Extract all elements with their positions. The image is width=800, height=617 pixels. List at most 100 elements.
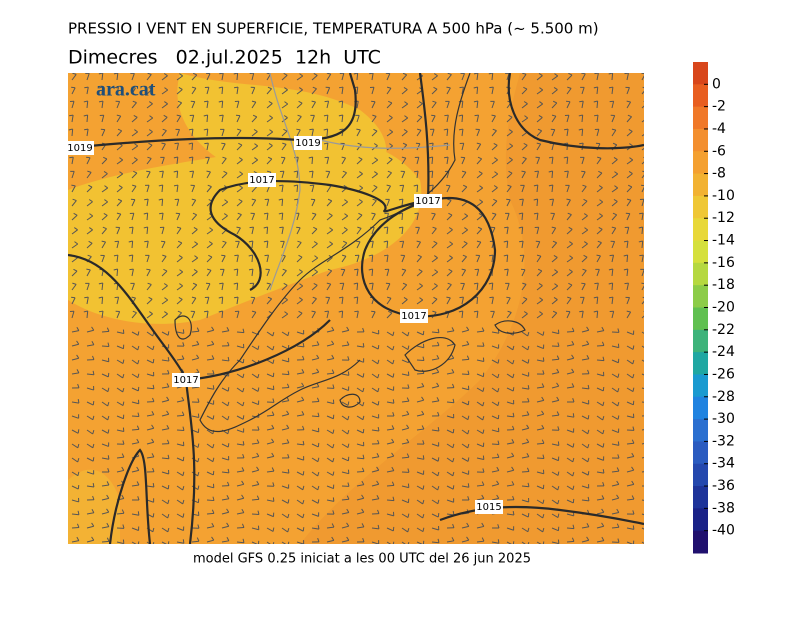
border bbox=[319, 139, 451, 149]
wind-barb bbox=[581, 485, 589, 489]
wind-barb bbox=[476, 330, 485, 333]
wind-barb-flag bbox=[347, 430, 350, 435]
wind-barb-flag bbox=[518, 212, 523, 215]
wind-barb bbox=[446, 270, 453, 277]
wind-barb bbox=[446, 200, 452, 207]
wind-barb bbox=[341, 114, 344, 123]
wind-barb bbox=[221, 255, 226, 263]
wind-barb bbox=[641, 285, 644, 291]
wind-barb bbox=[491, 159, 498, 165]
wind-barb bbox=[476, 310, 479, 319]
wind-barb bbox=[131, 442, 139, 445]
wind-barb bbox=[131, 331, 139, 336]
wind-barb-flag bbox=[242, 441, 245, 446]
wind-barb bbox=[296, 345, 305, 348]
wind-barb bbox=[386, 428, 394, 431]
wind-barb bbox=[581, 471, 589, 476]
wind-barb bbox=[326, 457, 334, 463]
wind-barb-flag bbox=[527, 397, 530, 403]
wind-barb bbox=[71, 343, 79, 347]
wind-barb-flag bbox=[522, 156, 527, 160]
wind-barb bbox=[461, 114, 464, 123]
colorbar-label: -16 bbox=[712, 255, 735, 271]
wind-barb-flag bbox=[332, 429, 335, 434]
wind-barb bbox=[326, 171, 331, 179]
wind-barb bbox=[116, 429, 124, 433]
wind-barb-flag bbox=[353, 73, 358, 75]
wind-barb-flag bbox=[77, 383, 80, 389]
wind-barb-flag bbox=[508, 129, 513, 133]
wind-barb bbox=[641, 429, 644, 431]
wind-barb bbox=[176, 541, 184, 544]
wind-barb bbox=[116, 415, 124, 420]
wind-barb bbox=[416, 359, 425, 362]
wind-barb-flag bbox=[401, 156, 406, 159]
wind-barb-flag bbox=[413, 184, 418, 187]
wind-barb-flag bbox=[152, 467, 155, 472]
wind-barb-flag bbox=[241, 480, 245, 485]
wind-barb bbox=[401, 117, 408, 123]
wind-barb-flag bbox=[403, 87, 408, 90]
colorbar-label: -28 bbox=[712, 389, 735, 405]
wind-barb bbox=[71, 372, 79, 375]
wind-barb-flag bbox=[332, 384, 335, 389]
wind-barb bbox=[491, 497, 499, 501]
wind-barb bbox=[101, 526, 109, 529]
wind-barb-flag bbox=[482, 401, 485, 407]
wind-barb bbox=[431, 385, 439, 389]
colorbar-label: -36 bbox=[712, 478, 735, 494]
wind-barb-flag bbox=[158, 198, 163, 201]
wind-barb-flag bbox=[102, 226, 107, 230]
wind-barb bbox=[161, 227, 165, 235]
wind-barb-flag bbox=[106, 522, 110, 527]
wind-barb-flag bbox=[284, 101, 289, 105]
wind-barb-flag bbox=[287, 499, 290, 504]
wind-barb-flag bbox=[466, 522, 470, 527]
wind-barb-flag bbox=[271, 438, 275, 443]
wind-barb bbox=[431, 257, 438, 263]
wind-barb-flag bbox=[242, 401, 245, 406]
wind-barb bbox=[71, 214, 78, 221]
wind-barb bbox=[551, 115, 557, 123]
wind-barb bbox=[461, 310, 464, 319]
wind-barb bbox=[596, 242, 602, 249]
wind-barb-flag bbox=[257, 426, 260, 431]
wind-barb bbox=[296, 385, 304, 389]
wind-barb bbox=[356, 101, 359, 109]
wind-barb bbox=[551, 143, 555, 151]
wind-barb-flag bbox=[74, 227, 78, 231]
wind-barb-flag bbox=[452, 471, 455, 476]
wind-barb bbox=[596, 511, 604, 515]
wind-barb bbox=[251, 268, 254, 277]
wind-barb bbox=[506, 269, 509, 277]
wind-barb-flag bbox=[106, 508, 110, 513]
wind-barb bbox=[176, 199, 180, 207]
wind-barb-flag bbox=[182, 499, 185, 505]
wind-barb bbox=[101, 158, 108, 165]
wind-barb bbox=[101, 296, 104, 305]
wind-barb bbox=[491, 429, 499, 433]
wind-barb-flag bbox=[301, 369, 305, 374]
wind-barb bbox=[191, 199, 197, 207]
wind-barb-flag bbox=[374, 171, 378, 175]
wind-barb bbox=[431, 285, 438, 291]
wind-barb-flag bbox=[601, 522, 605, 527]
wind-barb bbox=[461, 143, 465, 151]
wind-barb-flag bbox=[594, 282, 599, 285]
wind-barb bbox=[86, 539, 94, 543]
wind-barb bbox=[176, 485, 184, 491]
wind-barb-flag bbox=[133, 170, 138, 174]
wind-barb bbox=[266, 373, 274, 378]
wind-barb-flag bbox=[587, 384, 590, 390]
wind-barb bbox=[356, 387, 364, 393]
wind-barb bbox=[401, 527, 409, 533]
wind-barb bbox=[476, 215, 483, 221]
wind-barb bbox=[236, 443, 244, 446]
wind-barb bbox=[566, 499, 574, 504]
wind-barb bbox=[326, 343, 334, 347]
wind-barb bbox=[356, 497, 364, 501]
wind-barb bbox=[341, 498, 350, 501]
wind-barb-flag bbox=[383, 226, 388, 229]
wind-barb bbox=[386, 297, 392, 305]
wind-barb bbox=[641, 527, 644, 530]
